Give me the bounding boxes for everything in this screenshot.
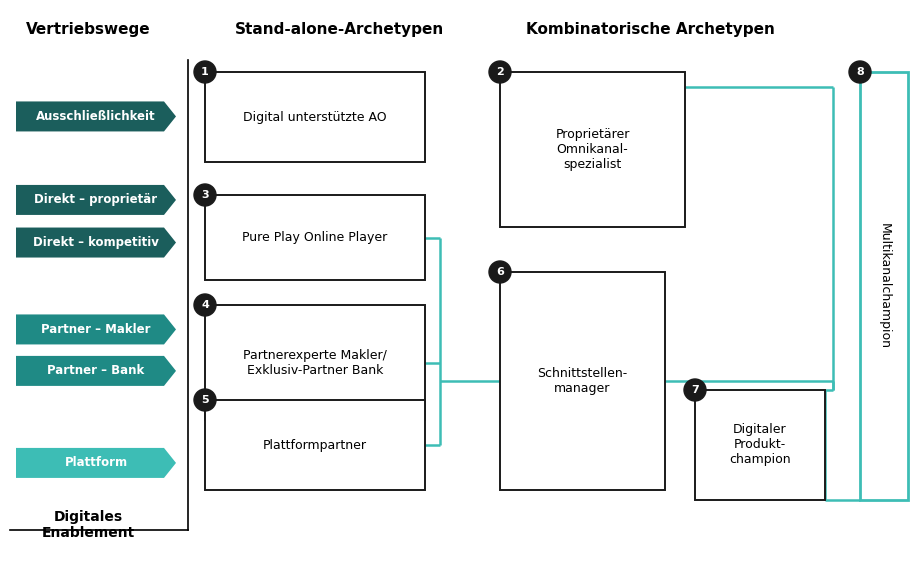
Text: 6: 6	[495, 267, 504, 277]
Text: Plattform: Plattform	[64, 457, 128, 469]
Bar	[859, 72, 907, 500]
Circle shape	[489, 61, 510, 83]
Bar	[205, 305, 425, 420]
Bar	[205, 195, 425, 280]
Circle shape	[489, 261, 510, 283]
Polygon shape	[16, 185, 176, 215]
Text: 2: 2	[495, 67, 504, 77]
Circle shape	[194, 389, 216, 411]
Circle shape	[194, 184, 216, 206]
Polygon shape	[16, 356, 176, 386]
Bar	[499, 272, 664, 490]
Text: Stand-alone-Archetypen: Stand-alone-Archetypen	[235, 22, 444, 37]
Circle shape	[848, 61, 870, 83]
Bar	[205, 72, 425, 162]
Polygon shape	[16, 448, 176, 478]
Text: Plattformpartner: Plattformpartner	[263, 438, 367, 452]
Text: 3: 3	[201, 190, 209, 200]
Text: 8: 8	[856, 67, 863, 77]
Circle shape	[683, 379, 705, 401]
Circle shape	[194, 61, 216, 83]
Text: Kombinatorische Archetypen: Kombinatorische Archetypen	[525, 22, 774, 37]
Text: Digitaler
Produkt-
champion: Digitaler Produkt- champion	[729, 424, 790, 466]
Text: Partner – Bank: Partner – Bank	[47, 365, 144, 377]
Text: Multikanalchampion: Multikanalchampion	[877, 223, 890, 349]
Text: Proprietärer
Omnikanal-
spezialist: Proprietärer Omnikanal- spezialist	[555, 128, 629, 171]
Text: 7: 7	[690, 385, 698, 395]
Text: Partner – Makler: Partner – Makler	[41, 323, 151, 336]
Text: Direkt – proprietär: Direkt – proprietär	[34, 194, 157, 206]
Text: Vertriebswege: Vertriebswege	[26, 22, 150, 37]
Polygon shape	[16, 102, 176, 131]
Text: 4: 4	[201, 300, 209, 310]
Text: Direkt – kompetitiv: Direkt – kompetitiv	[33, 236, 159, 249]
Text: Partnerexperte Makler/
Exklusiv-Partner Bank: Partnerexperte Makler/ Exklusiv-Partner …	[243, 349, 387, 377]
Bar	[205, 400, 425, 490]
Text: Schnittstellen-
manager: Schnittstellen- manager	[537, 367, 627, 395]
Text: Pure Play Online Player: Pure Play Online Player	[242, 231, 387, 244]
Circle shape	[194, 294, 216, 316]
Text: 5: 5	[201, 395, 209, 405]
Polygon shape	[16, 315, 176, 344]
Text: 1: 1	[201, 67, 209, 77]
Polygon shape	[16, 228, 176, 257]
Text: Ausschließlichkeit: Ausschließlichkeit	[36, 110, 155, 123]
Text: Digital unterstützte AO: Digital unterstützte AO	[243, 111, 386, 123]
Text: Digitales
Enablement: Digitales Enablement	[41, 510, 134, 540]
Bar	[694, 390, 824, 500]
Bar	[499, 72, 685, 227]
